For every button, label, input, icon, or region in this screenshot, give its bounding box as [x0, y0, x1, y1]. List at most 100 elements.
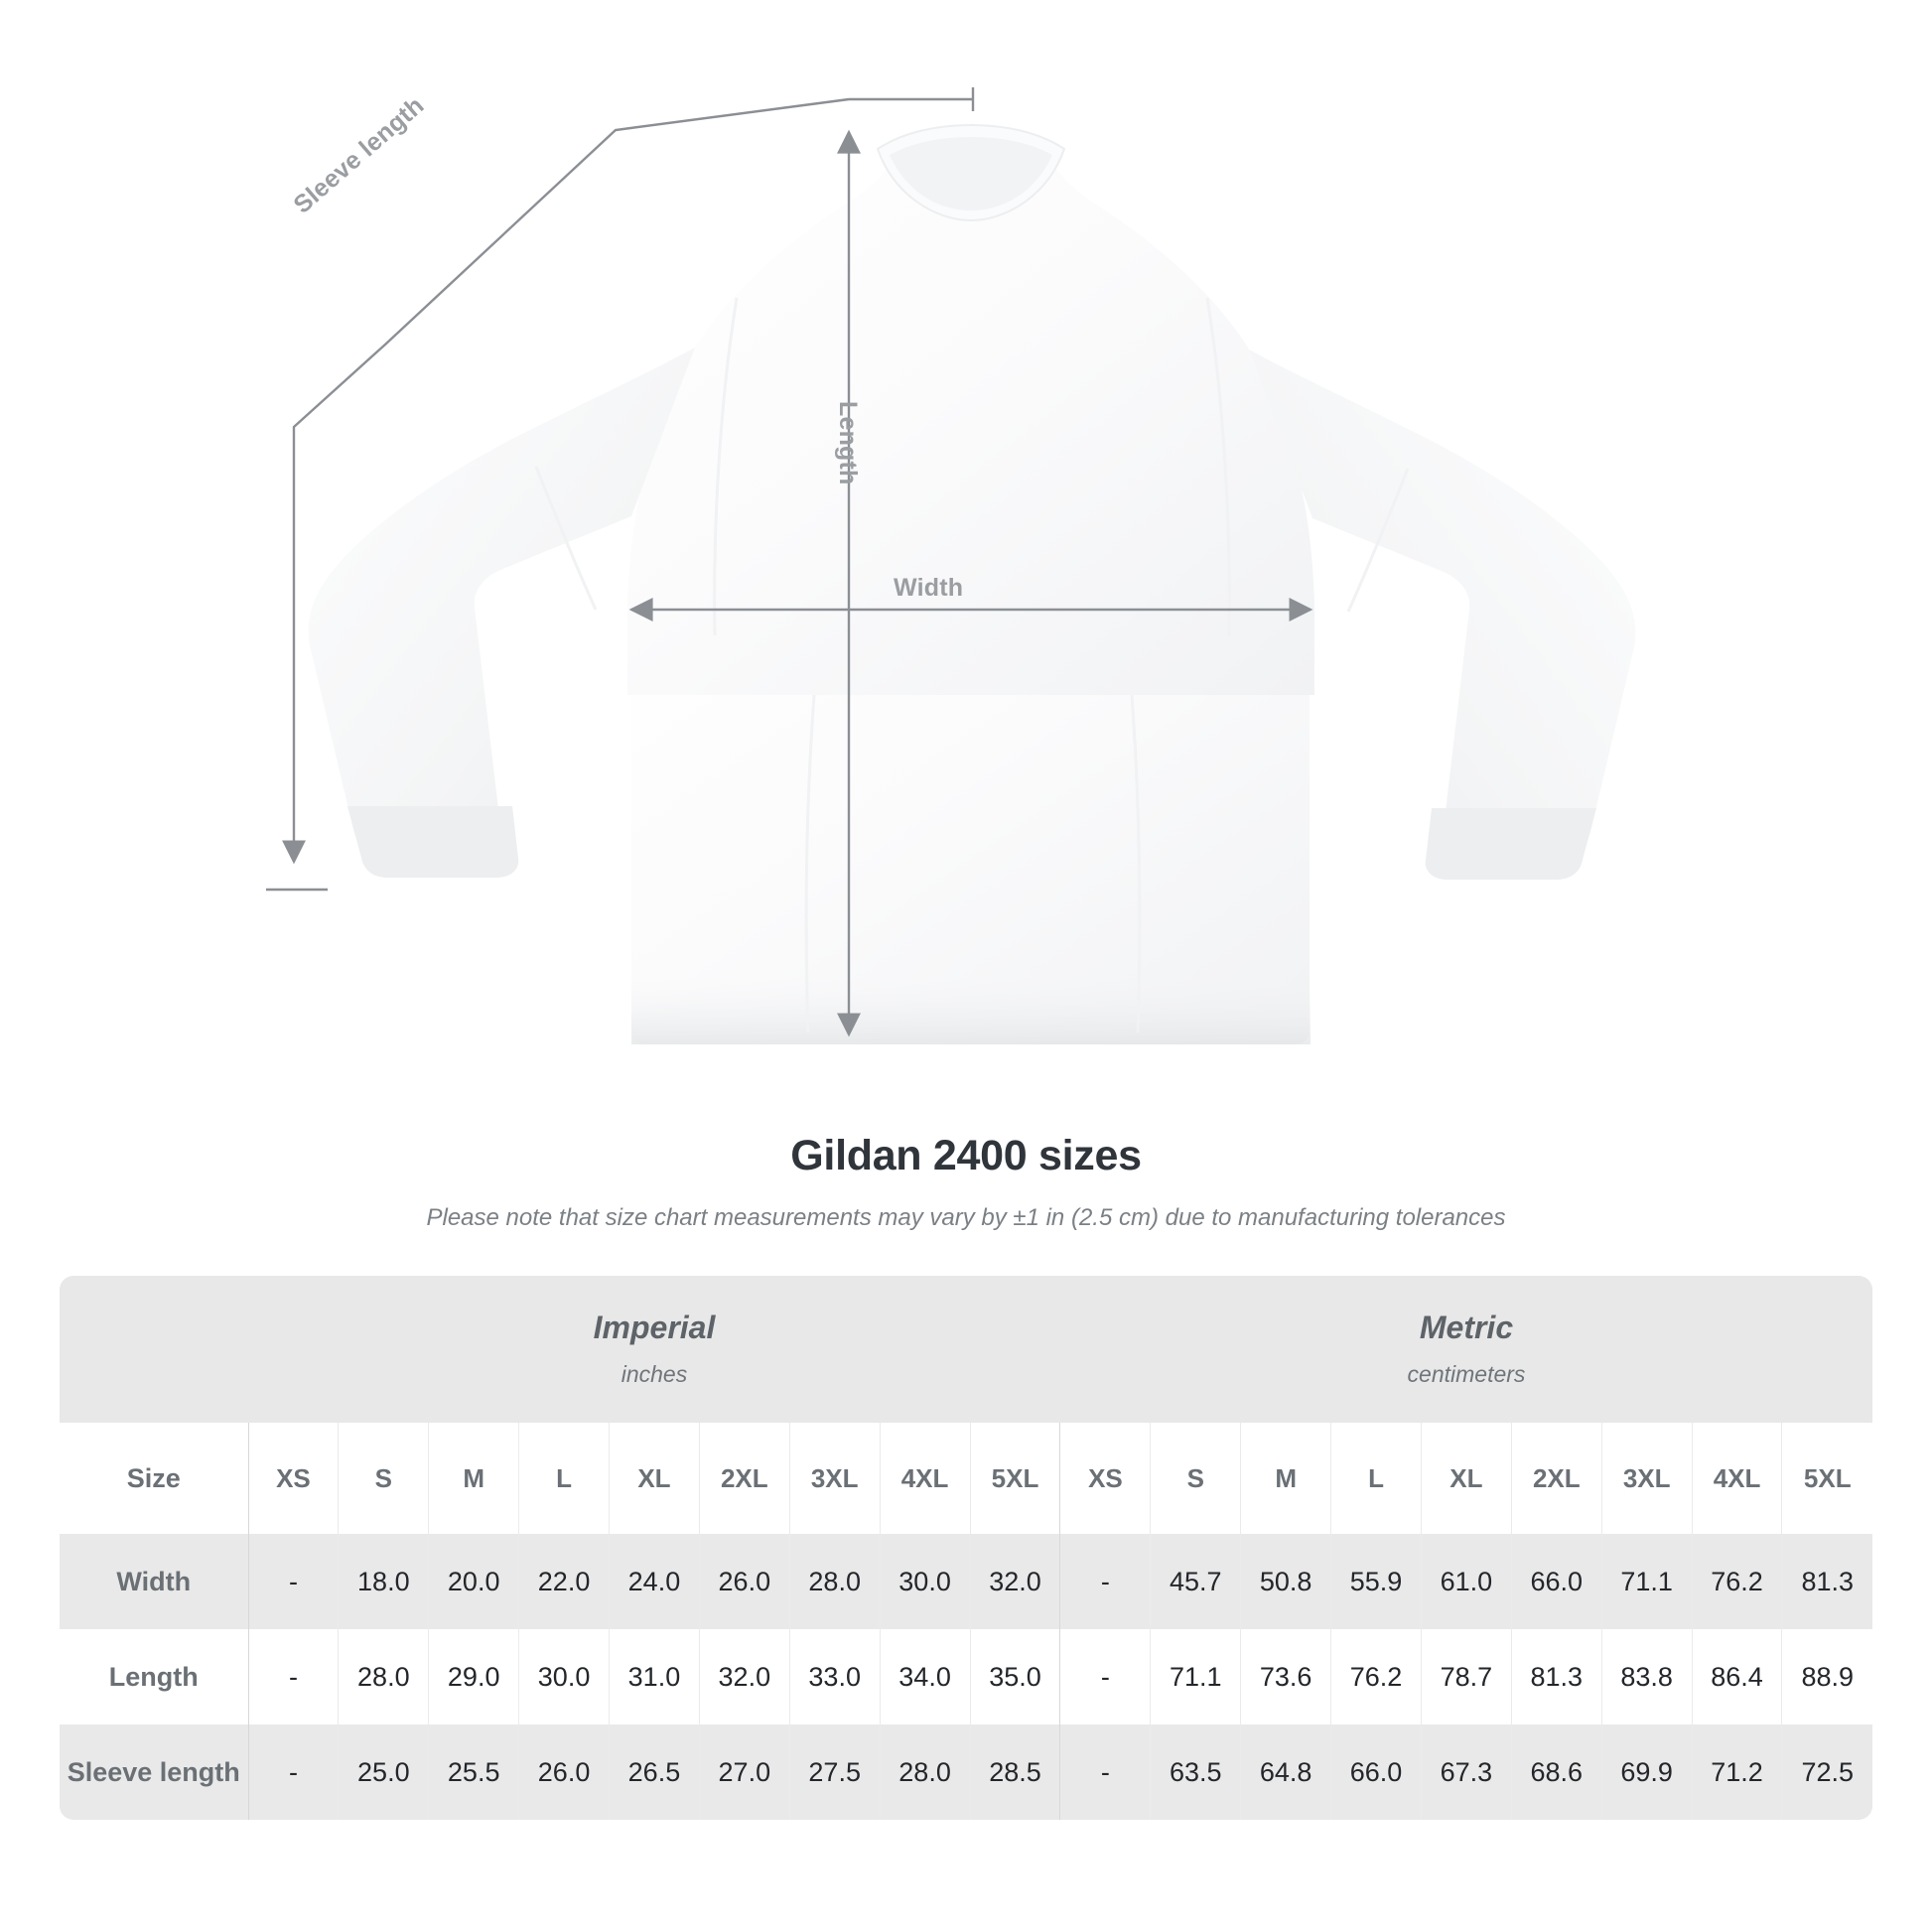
size-header-metric-4xl: 4XL	[1692, 1423, 1783, 1534]
cell-width-metric-3xl: 71.1	[1601, 1534, 1693, 1629]
unit-band-metric-name: Metric	[1419, 1309, 1514, 1345]
size-header-metric-l: L	[1330, 1423, 1422, 1534]
size-header-imperial-4xl: 4XL	[880, 1423, 971, 1534]
right-sleeve-shape	[1249, 349, 1636, 880]
left-sleeve-shape	[308, 347, 695, 878]
cell-length-metric-l: 76.2	[1330, 1629, 1422, 1725]
size-header-imperial-l: L	[518, 1423, 610, 1534]
cell-width-metric-m: 50.8	[1240, 1534, 1332, 1629]
unit-band-imperial: Imperial inches	[248, 1276, 1060, 1423]
size-header-imperial-2xl: 2XL	[699, 1423, 790, 1534]
cell-width-metric-xl: 61.0	[1421, 1534, 1512, 1629]
cell-sleeve-length-metric-l: 66.0	[1330, 1725, 1422, 1820]
cell-length-metric-xl: 78.7	[1421, 1629, 1512, 1725]
cell-width-metric-4xl: 76.2	[1692, 1534, 1783, 1629]
table-row: Width -18.0 20.0 22.0 24.0 26.0 28.0 30.0 32.0-4…	[60, 1534, 1872, 1629]
size-table: Imperial inches Metric centimeters Size XS S M L…	[60, 1276, 1872, 1820]
length-label: Length	[834, 401, 862, 485]
cell-sleeve-length-imperial-3xl: 27.5	[789, 1725, 881, 1820]
cell-sleeve-length-metric-4xl: 71.2	[1692, 1725, 1783, 1820]
cell-length-imperial-5xl: 35.0	[970, 1629, 1061, 1725]
collar-shape	[876, 123, 1066, 222]
cell-sleeve-length-imperial-xl: 26.5	[609, 1725, 700, 1820]
unit-band-metric: Metric centimeters	[1059, 1276, 1872, 1423]
unit-header-row: Imperial inches Metric centimeters	[60, 1276, 1872, 1423]
cell-length-imperial-xl: 31.0	[609, 1629, 700, 1725]
cell-width-metric-l: 55.9	[1330, 1534, 1422, 1629]
cell-sleeve-length-metric-3xl: 69.9	[1601, 1725, 1693, 1820]
cell-width-imperial-l: 22.0	[518, 1534, 610, 1629]
cell-sleeve-length-imperial-m: 25.5	[428, 1725, 520, 1820]
size-header-metric-m: M	[1240, 1423, 1332, 1534]
row-label-width: Width	[60, 1534, 249, 1629]
cell-length-imperial-m: 29.0	[428, 1629, 520, 1725]
size-header-metric-xs: XS	[1059, 1423, 1152, 1534]
cell-sleeve-length-metric-s: 63.5	[1150, 1725, 1242, 1820]
size-header-imperial-m: M	[428, 1423, 520, 1534]
cell-length-imperial-xs: -	[248, 1629, 340, 1725]
size-header-label: Size	[60, 1423, 249, 1534]
cell-length-imperial-l: 30.0	[518, 1629, 610, 1725]
cell-length-imperial-2xl: 32.0	[699, 1629, 790, 1725]
garment-illustration	[266, 87, 1636, 1044]
cell-length-metric-3xl: 83.8	[1601, 1629, 1693, 1725]
size-header-imperial-xs: XS	[248, 1423, 340, 1534]
table-row: Length -28.0 29.0 30.0 31.0 32.0 33.0 34.0 35.0-…	[60, 1629, 1872, 1725]
cell-length-metric-xs: -	[1059, 1629, 1152, 1725]
cell-width-imperial-s: 18.0	[338, 1534, 430, 1629]
cell-sleeve-length-metric-2xl: 68.6	[1511, 1725, 1602, 1820]
cell-sleeve-length-imperial-xs: -	[248, 1725, 340, 1820]
cell-length-metric-m: 73.6	[1240, 1629, 1332, 1725]
cell-width-metric-5xl: 81.3	[1781, 1534, 1872, 1629]
size-table-container: Imperial inches Metric centimeters Size XS S M L…	[60, 1276, 1872, 1820]
cell-width-imperial-4xl: 30.0	[880, 1534, 971, 1629]
cell-width-imperial-5xl: 32.0	[970, 1534, 1061, 1629]
cell-length-imperial-3xl: 33.0	[789, 1629, 881, 1725]
cell-length-metric-4xl: 86.4	[1692, 1629, 1783, 1725]
cell-sleeve-length-metric-xl: 67.3	[1421, 1725, 1512, 1820]
unit-band-imperial-sub: inches	[621, 1361, 688, 1388]
cell-width-metric-xs: -	[1059, 1534, 1152, 1629]
cell-sleeve-length-imperial-2xl: 27.0	[699, 1725, 790, 1820]
cell-length-imperial-4xl: 34.0	[880, 1629, 971, 1725]
cell-sleeve-length-imperial-s: 25.0	[338, 1725, 430, 1820]
cell-width-metric-2xl: 66.0	[1511, 1534, 1602, 1629]
size-header-imperial-5xl: 5XL	[970, 1423, 1061, 1534]
cell-sleeve-length-metric-m: 64.8	[1240, 1725, 1332, 1820]
title-block: Gildan 2400 sizes Please note that size …	[0, 1132, 1932, 1232]
sleeve-length-guide	[282, 97, 850, 865]
cell-length-metric-2xl: 81.3	[1511, 1629, 1602, 1725]
tolerance-note: Please note that size chart measurements…	[426, 1204, 1506, 1231]
row-label-sleeve-length: Sleeve length	[60, 1725, 249, 1820]
width-label: Width	[894, 574, 964, 602]
cell-sleeve-length-imperial-5xl: 28.5	[970, 1725, 1061, 1820]
size-header-metric-xl: XL	[1421, 1423, 1512, 1534]
garment-diagram: Sleeve length Length Width	[266, 87, 1636, 1044]
size-header-metric-2xl: 2XL	[1511, 1423, 1602, 1534]
size-header-metric-5xl: 5XL	[1781, 1423, 1872, 1534]
unit-band-spacer	[60, 1276, 248, 1423]
cell-length-imperial-s: 28.0	[338, 1629, 430, 1725]
row-label-length: Length	[60, 1629, 249, 1725]
fabric-folds	[534, 297, 1410, 1034]
cell-width-imperial-xs: -	[248, 1534, 340, 1629]
size-header-metric-3xl: 3XL	[1601, 1423, 1693, 1534]
unit-band-imperial-name: Imperial	[593, 1309, 716, 1345]
size-header-imperial-3xl: 3XL	[789, 1423, 881, 1534]
cell-width-imperial-m: 20.0	[428, 1534, 520, 1629]
table-row: Sleeve length -25.0 25.5 26.0 26.5 27.0 27.5 28…	[60, 1725, 1872, 1820]
cell-width-imperial-3xl: 28.0	[789, 1534, 881, 1629]
unit-band-metric-sub: centimeters	[1407, 1361, 1526, 1388]
size-header-row: Size XS S M L XL 2XL 3XL 4XL 5XL XS S M L XL 2XL 3XL 4XL 5…	[60, 1423, 1872, 1534]
cell-sleeve-length-imperial-4xl: 28.0	[880, 1725, 971, 1820]
cell-width-metric-s: 45.7	[1150, 1534, 1242, 1629]
cell-length-metric-s: 71.1	[1150, 1629, 1242, 1725]
measurement-lines	[266, 87, 1313, 1037]
page-title: Gildan 2400 sizes	[790, 1132, 1142, 1179]
cell-length-metric-5xl: 88.9	[1781, 1629, 1872, 1725]
size-header-imperial-s: S	[338, 1423, 430, 1534]
shirt-body-shape	[623, 147, 1314, 1044]
cell-sleeve-length-imperial-l: 26.0	[518, 1725, 610, 1820]
cell-sleeve-length-metric-xs: -	[1059, 1725, 1152, 1820]
